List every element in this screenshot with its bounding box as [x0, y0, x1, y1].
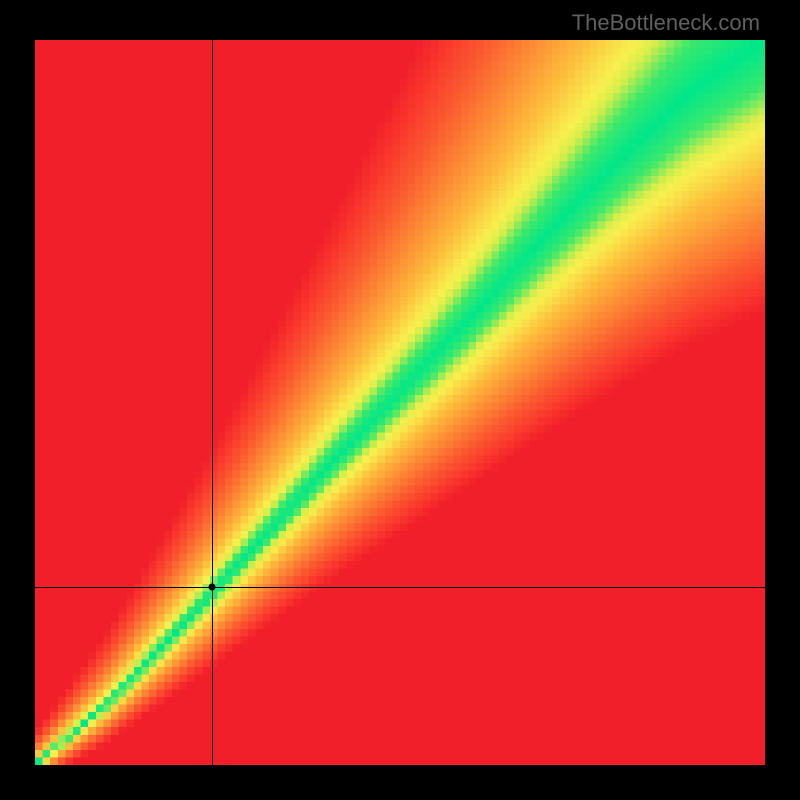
heatmap-plot [35, 40, 765, 765]
watermark-text: TheBottleneck.com [572, 10, 760, 36]
crosshair-vertical [212, 40, 213, 765]
heatmap-canvas [35, 40, 765, 765]
crosshair-horizontal [35, 587, 765, 588]
crosshair-marker [209, 584, 216, 591]
